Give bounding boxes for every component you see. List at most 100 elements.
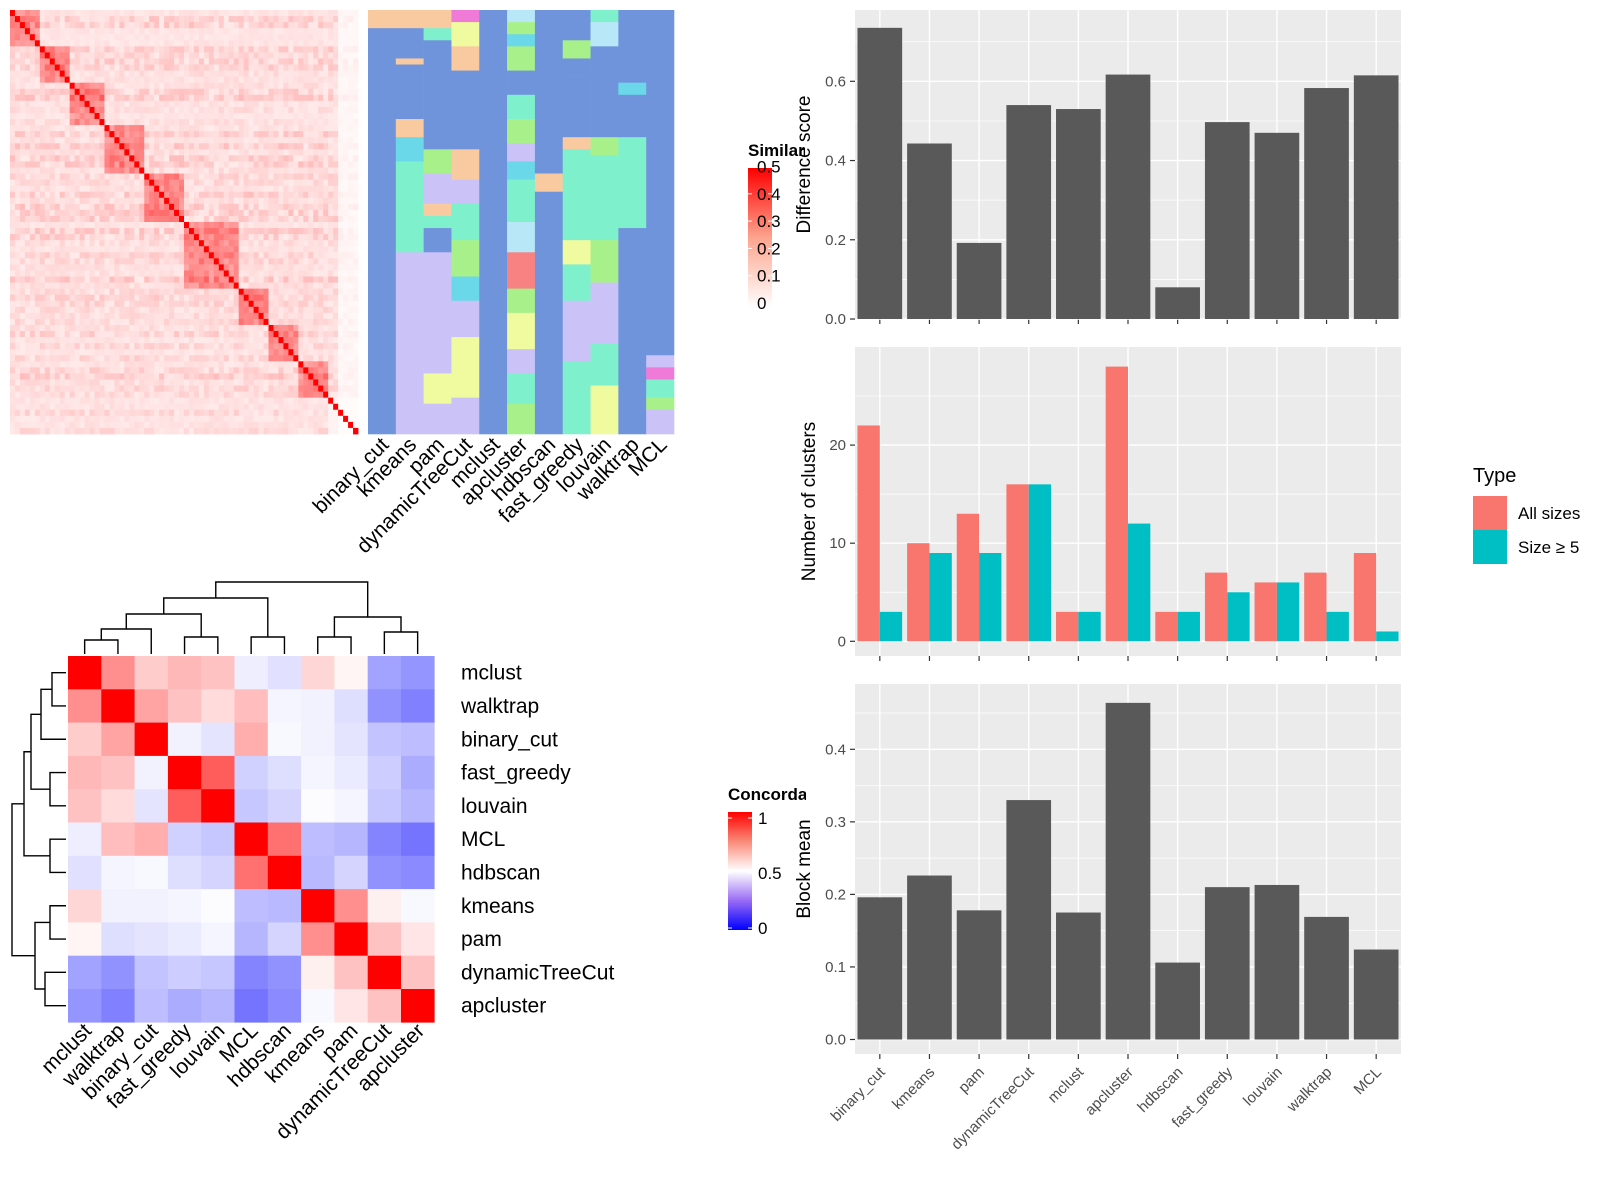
- similarity-cell: [303, 76, 309, 84]
- similarity-cell: [298, 88, 304, 96]
- similarity-cell: [29, 228, 36, 235]
- similarity-cell: [208, 264, 215, 271]
- similarity-cell: [134, 288, 140, 296]
- similarity-cell: [278, 234, 284, 241]
- similarity-cell: [313, 185, 319, 193]
- similarity-cell: [104, 143, 110, 150]
- similarity-cell: [179, 240, 185, 247]
- similarity-cell: [104, 240, 110, 247]
- similarity-cell: [318, 294, 324, 302]
- similarity-cell: [253, 391, 259, 399]
- similarity-cell: [10, 143, 16, 150]
- similarity-cell: [74, 64, 80, 71]
- similarity-cell: [69, 215, 76, 223]
- similarity-cell: [243, 391, 250, 399]
- similarity-cell: [84, 46, 90, 53]
- similarity-cell: [74, 197, 80, 205]
- similarity-cell: [104, 264, 110, 271]
- similarity-cell: [338, 203, 344, 211]
- similarity-cell: [164, 179, 170, 187]
- similarity-cell: [84, 318, 90, 326]
- membership-cell: [562, 173, 591, 241]
- similarity-cell: [74, 300, 80, 308]
- similarity-cell: [179, 100, 185, 108]
- similarity-cell: [333, 10, 339, 17]
- similarity-cell: [94, 185, 100, 193]
- similarity-cell: [174, 409, 180, 417]
- similarity-cell: [268, 409, 274, 417]
- similarity-cell: [353, 215, 359, 223]
- similarity-cell: [159, 52, 165, 59]
- similarity-cell: [218, 415, 225, 423]
- similarity-cell: [154, 258, 160, 265]
- similarity-cell: [10, 324, 16, 332]
- similarity-cell: [268, 264, 274, 271]
- similarity-cell: [273, 203, 279, 211]
- similarity-cell: [203, 228, 210, 235]
- similarity-cell: [333, 100, 339, 108]
- similarity-cell: [328, 106, 334, 114]
- similarity-cell: [278, 197, 284, 205]
- similarity-cell: [273, 173, 279, 180]
- similarity-cell: [104, 149, 110, 156]
- similarity-cell: [288, 343, 294, 350]
- similarity-cell: [154, 203, 160, 211]
- similarity-cell: [114, 337, 120, 344]
- similarity-cell: [343, 125, 349, 132]
- similarity-cell: [39, 197, 46, 205]
- similarity-cell: [99, 100, 105, 108]
- similarity-cell: [318, 337, 324, 344]
- similarity-cell: [144, 349, 150, 356]
- similarity-cell: [278, 409, 284, 417]
- similarity-cell: [198, 300, 205, 308]
- similarity-cell: [313, 70, 319, 78]
- similarity-cell: [228, 94, 235, 102]
- similarity-cell: [333, 179, 339, 187]
- similarity-cell: [258, 367, 264, 374]
- similarity-cell: [228, 76, 235, 84]
- similarity-cell: [243, 379, 250, 386]
- similarity-cell: [64, 228, 71, 235]
- similarity-cell: [338, 106, 344, 114]
- similarity-cell: [258, 276, 264, 283]
- similarity-cell: [333, 343, 339, 350]
- similarity-cell: [343, 276, 349, 283]
- similarity-cell: [308, 331, 314, 338]
- similarity-cell: [208, 343, 215, 350]
- similarity-cell: [144, 46, 150, 53]
- similarity-cell: [188, 270, 195, 277]
- similarity-cell: [248, 143, 254, 150]
- similarity-cell: [74, 246, 80, 253]
- similarity-cell: [59, 349, 66, 356]
- similarity-cell: [159, 337, 165, 344]
- similarity-cell: [323, 234, 329, 241]
- similarity-cell: [263, 137, 269, 144]
- similarity-cell: [333, 137, 339, 144]
- similarity-cell: [308, 222, 314, 229]
- similarity-cell: [144, 173, 150, 180]
- similarity-cell: [343, 34, 349, 41]
- membership-cell: [590, 22, 619, 47]
- similarity-cell: [208, 318, 215, 326]
- similarity-cell: [273, 125, 279, 132]
- similarity-cell: [10, 179, 16, 187]
- similarity-cell: [59, 276, 66, 283]
- similarity-cell: [248, 34, 254, 41]
- similarity-cell: [243, 312, 250, 320]
- similarity-cell: [343, 234, 349, 241]
- similarity-cell: [323, 415, 329, 423]
- similarity-cell: [89, 300, 95, 308]
- similarity-cell: [303, 82, 309, 90]
- similarity-cell: [119, 119, 125, 126]
- similarity-cell: [39, 106, 46, 114]
- similarity-cell: [94, 234, 100, 241]
- similarity-cell: [328, 94, 334, 102]
- similarity-cell: [203, 294, 210, 302]
- similarity-cell: [129, 409, 135, 417]
- similarity-cell: [139, 331, 145, 338]
- similarity-cell: [39, 100, 46, 108]
- similarity-cell: [159, 209, 165, 217]
- similarity-cell: [34, 215, 41, 223]
- similarity-cell: [303, 397, 309, 405]
- similarity-cell: [174, 46, 180, 53]
